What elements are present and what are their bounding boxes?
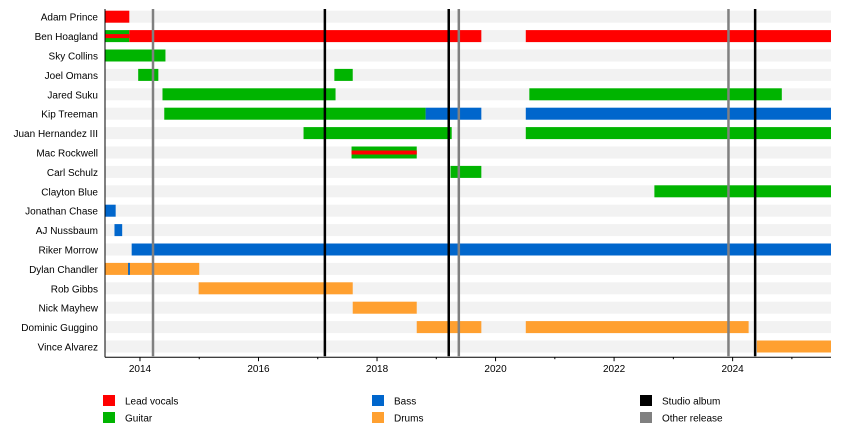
bar-bass [114,224,123,237]
member-name: Dominic Guggino [21,323,98,334]
row-background [105,262,831,275]
legend-swatch-drums [372,412,384,423]
row-background [105,301,831,314]
x-tick-label: 2020 [484,364,507,375]
legend-label: Studio album [662,397,720,408]
bar-guitar [450,165,482,178]
x-tick-label: 2016 [247,364,270,375]
legend-swatch-other-release [640,412,652,423]
member-name: Riker Morrow [39,246,99,257]
legend-label: Guitar [125,414,153,425]
row-background [105,340,831,353]
legend-swatch-bass [372,395,384,406]
legend-swatch-lead-vocals [103,395,115,406]
bar-guitar [529,88,782,101]
legend-label: Drums [394,414,423,425]
bar-drums [525,321,749,334]
bar-guitar [138,68,159,81]
member-name: Sky Collins [49,52,98,63]
bar-guitar [525,127,831,140]
member-name: Carl Schulz [47,168,98,179]
member-name: Jonathan Chase [25,207,98,218]
row-background [105,146,831,159]
bar-guitar [164,107,426,120]
x-tick-label: 2014 [129,364,152,375]
member-name: AJ Nussbaum [36,226,98,237]
bar-lead-vocals-stripe [105,34,130,39]
member-name: Kip Treeman [41,110,98,121]
legend-label: Other release [662,414,723,425]
row-background [105,68,831,81]
member-name: Juan Hernandez III [14,129,99,140]
x-tick-label: 2022 [603,364,626,375]
bar-lead-vocals [129,30,482,43]
bar-guitar [654,185,831,198]
bar-bass [425,107,482,120]
member-name: Rob Gibbs [51,284,98,295]
row-background [105,49,831,62]
bar-drums [198,282,353,295]
bar-drums [352,301,417,314]
bar-lead-vocals [105,10,130,23]
legend-label: Lead vocals [125,397,178,408]
bar-guitar [303,127,452,140]
bar-bass [128,262,130,275]
bar-lead-vocals-stripe [351,150,417,155]
legend-swatch-studio-album [640,395,652,406]
member-name: Nick Mayhew [39,304,99,315]
row-background [105,204,831,217]
bar-bass [105,204,116,217]
bar-guitar [105,49,166,62]
member-name: Adam Prince [41,13,99,24]
member-name: Ben Hoagland [35,32,98,43]
member-name: Jared Suku [47,90,98,101]
member-name: Dylan Chandler [29,265,99,276]
bar-drums [756,340,831,353]
member-name: Vince Alvarez [38,343,98,354]
bar-guitar [334,68,353,81]
x-tick-label: 2024 [721,364,744,375]
row-background [105,185,831,198]
legend-label: Bass [394,397,416,408]
bar-guitar [162,88,336,101]
legend-swatch-guitar [103,412,115,423]
member-name: Joel Omans [45,71,98,82]
bar-lead-vocals [525,30,831,43]
member-name: Mac Rockwell [36,149,98,160]
bar-bass [131,243,832,256]
x-tick-label: 2018 [366,364,389,375]
row-background [105,224,831,237]
bar-bass [525,107,831,120]
row-background [105,10,831,23]
member-name: Clayton Blue [41,187,98,198]
